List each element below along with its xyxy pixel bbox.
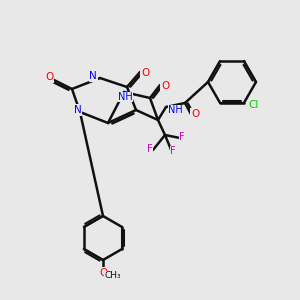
Text: O: O <box>161 81 169 91</box>
Text: O: O <box>99 268 107 278</box>
Text: F: F <box>147 144 153 154</box>
Text: N: N <box>74 105 82 115</box>
Text: H: H <box>88 70 96 80</box>
Text: F: F <box>179 132 185 142</box>
Text: NH: NH <box>118 92 132 102</box>
Text: O: O <box>141 68 149 78</box>
Text: O: O <box>191 109 199 119</box>
Text: CH₃: CH₃ <box>105 272 121 280</box>
Text: Cl: Cl <box>249 100 259 110</box>
Text: O: O <box>45 72 53 82</box>
Text: N: N <box>89 71 97 81</box>
Text: F: F <box>170 146 176 156</box>
Text: NH: NH <box>168 105 183 115</box>
